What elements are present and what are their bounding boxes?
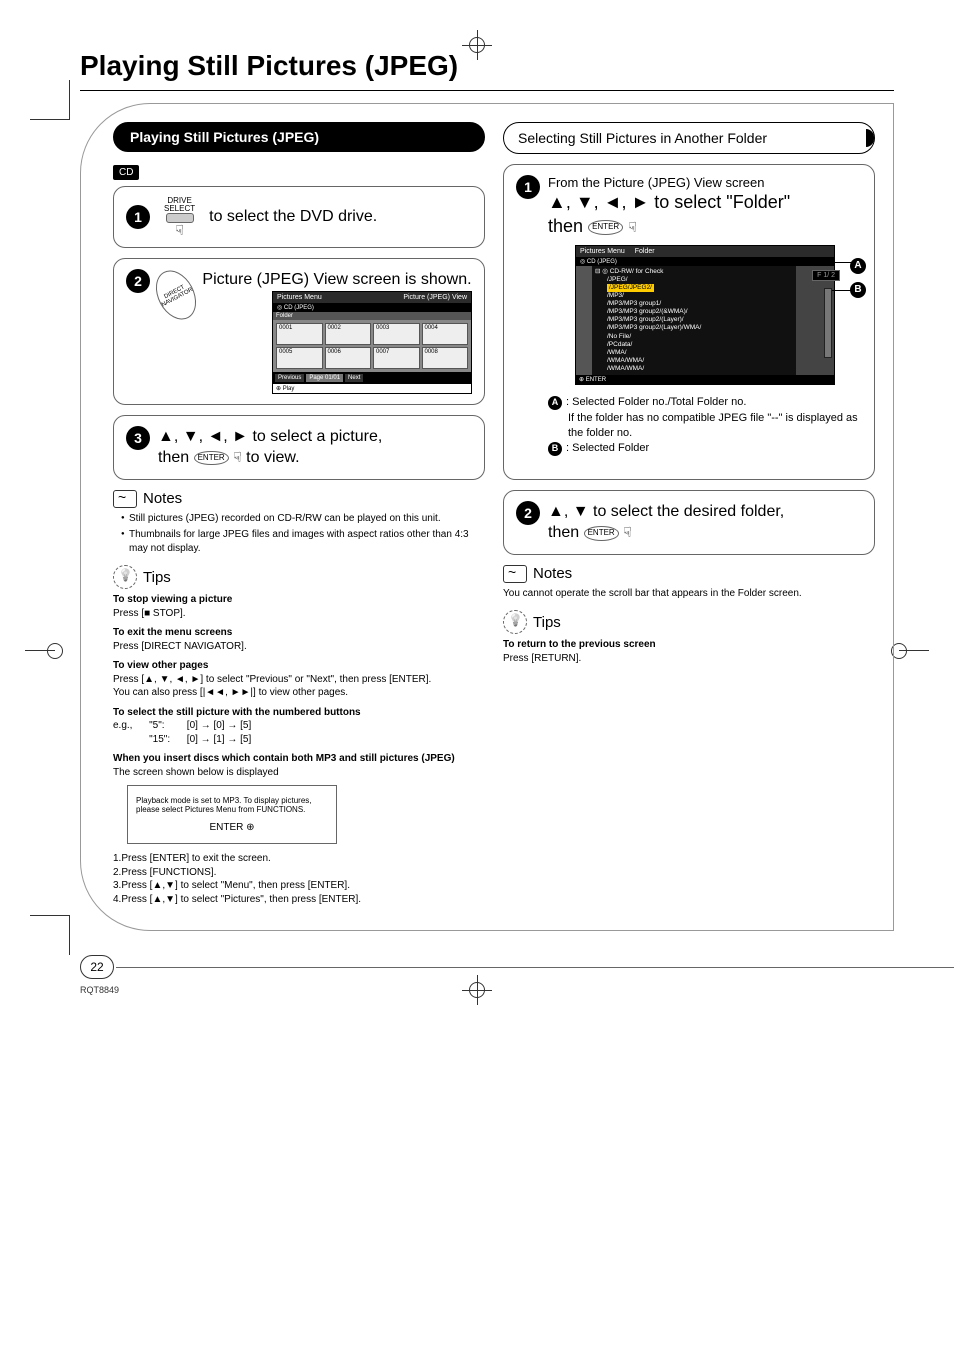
enter-icon-small: ENTER ⊕ bbox=[136, 822, 328, 833]
callout-a: A bbox=[850, 258, 866, 274]
r-step-2-number: 2 bbox=[516, 501, 540, 525]
direct-navigator-icon: DIRECT NAVIGATOR bbox=[148, 264, 204, 327]
r-step1-select: ▲, ▼, ◄, ► to select "Folder" bbox=[548, 190, 862, 214]
title-rule bbox=[80, 90, 894, 91]
page: Playing Still Pictures (JPEG) Playing St… bbox=[0, 0, 954, 1035]
r-notes-text: You cannot operate the scroll bar that a… bbox=[503, 587, 875, 601]
step-1-box: 1 DRIVE SELECT ☟ to select the DVD drive… bbox=[113, 186, 485, 248]
r-step-1-box: 1 From the Picture (JPEG) View screen ▲,… bbox=[503, 164, 875, 480]
playback-mode-message: Playback mode is set to MP3. To display … bbox=[127, 785, 337, 844]
enter-icon: ENTER bbox=[588, 220, 623, 235]
r-step1-then: then bbox=[548, 216, 583, 236]
tip-2: To exit the menu screensPress [DIRECT NA… bbox=[113, 626, 485, 653]
notes-label: Notes bbox=[533, 565, 572, 582]
tips-label: Tips bbox=[143, 569, 171, 586]
note-item: Thumbnails for large JPEG files and imag… bbox=[121, 528, 485, 555]
section-pill-left-label: Playing Still Pictures (JPEG) bbox=[130, 129, 319, 145]
legend: A: Selected Folder no./Total Folder no. … bbox=[548, 395, 862, 457]
tip-4: To select the still picture with the num… bbox=[113, 706, 485, 747]
r-notes-header: Notes bbox=[503, 565, 875, 583]
enter-icon: ENTER bbox=[194, 451, 229, 466]
right-column: Selecting Still Pictures in Another Fold… bbox=[503, 122, 875, 906]
section-pill-left: Playing Still Pictures (JPEG) bbox=[113, 122, 485, 152]
tips-header: Tips bbox=[113, 565, 485, 589]
step-3-then: then bbox=[158, 449, 189, 466]
drive-select-button: DRIVE SELECT ☟ bbox=[164, 197, 195, 237]
scrollbar bbox=[824, 288, 832, 358]
callout-b: B bbox=[850, 282, 866, 298]
tip-1: To stop viewing a picturePress [■ STOP]. bbox=[113, 593, 485, 620]
r-step1-intro: From the Picture (JPEG) View screen bbox=[548, 175, 862, 190]
notes-icon bbox=[113, 490, 137, 508]
r-tip-1: To return to the previous screenPress [R… bbox=[503, 638, 875, 665]
r-step2-select: ▲, ▼ to select the desired folder, bbox=[548, 501, 784, 523]
step-3-box: 3 ▲, ▼, ◄, ► to select a picture, then E… bbox=[113, 415, 485, 480]
r-step-1-number: 1 bbox=[516, 175, 540, 199]
notes-icon bbox=[503, 565, 527, 583]
step-1-text: to select the DVD drive. bbox=[209, 206, 377, 228]
enter-icon: ENTER bbox=[584, 526, 619, 541]
step-1-number: 1 bbox=[126, 205, 150, 229]
step-3-line1: ▲, ▼, ◄, ► to select a picture, bbox=[158, 426, 382, 448]
tips-icon bbox=[113, 565, 137, 589]
step-3-view: to view. bbox=[246, 449, 299, 466]
r-tips-header: Tips bbox=[503, 610, 875, 634]
step-2-box: 2 DIRECT NAVIGATOR Picture (JPEG) View s… bbox=[113, 258, 485, 405]
page-number: 22 bbox=[80, 955, 114, 979]
notes-header: Notes bbox=[113, 490, 485, 508]
left-column: Playing Still Pictures (JPEG) CD 1 DRIVE… bbox=[113, 122, 485, 906]
notes-label: Notes bbox=[143, 490, 182, 507]
jpeg-view-screen: Pictures MenuPicture (JPEG) View ◎ CD (J… bbox=[272, 291, 472, 394]
tip-5: When you insert discs which contain both… bbox=[113, 752, 485, 779]
tips-icon bbox=[503, 610, 527, 634]
note-item: Still pictures (JPEG) recorded on CD-R/R… bbox=[121, 512, 485, 526]
step-2-number: 2 bbox=[126, 269, 150, 293]
r-step2-then: then bbox=[548, 524, 579, 541]
tips-label: Tips bbox=[533, 614, 561, 631]
step-2-text: Picture (JPEG) View screen is shown. bbox=[202, 269, 472, 291]
folder-tree: ⊟ ◎ CD-RW/ for Check /JPEG/ /JPEG/JPEG2/… bbox=[592, 266, 796, 376]
cd-badge: CD bbox=[113, 165, 139, 180]
notes-list: Still pictures (JPEG) recorded on CD-R/R… bbox=[113, 512, 485, 556]
content-container: Playing Still Pictures (JPEG) CD 1 DRIVE… bbox=[80, 103, 894, 931]
rqt-code: RQT8849 bbox=[80, 985, 894, 995]
post-steps: 1.Press [ENTER] to exit the screen. 2.Pr… bbox=[113, 852, 485, 906]
section-pill-right-label: Selecting Still Pictures in Another Fold… bbox=[518, 130, 767, 146]
page-number-area: 22 bbox=[80, 955, 894, 979]
tip-3: To view other pagesPress [▲, ▼, ◄, ►] to… bbox=[113, 659, 485, 700]
folder-count-badge: F 1/ 2 bbox=[812, 270, 840, 281]
step-3-number: 3 bbox=[126, 426, 150, 450]
page-title: Playing Still Pictures (JPEG) bbox=[80, 50, 894, 82]
r-step-2-box: 2 ▲, ▼ to select the desired folder, the… bbox=[503, 490, 875, 555]
folder-screen: Pictures MenuFolder ◎ CD (JPEG) ⊟ ◎ CD-R… bbox=[575, 245, 835, 386]
section-pill-right: Selecting Still Pictures in Another Fold… bbox=[503, 122, 875, 154]
